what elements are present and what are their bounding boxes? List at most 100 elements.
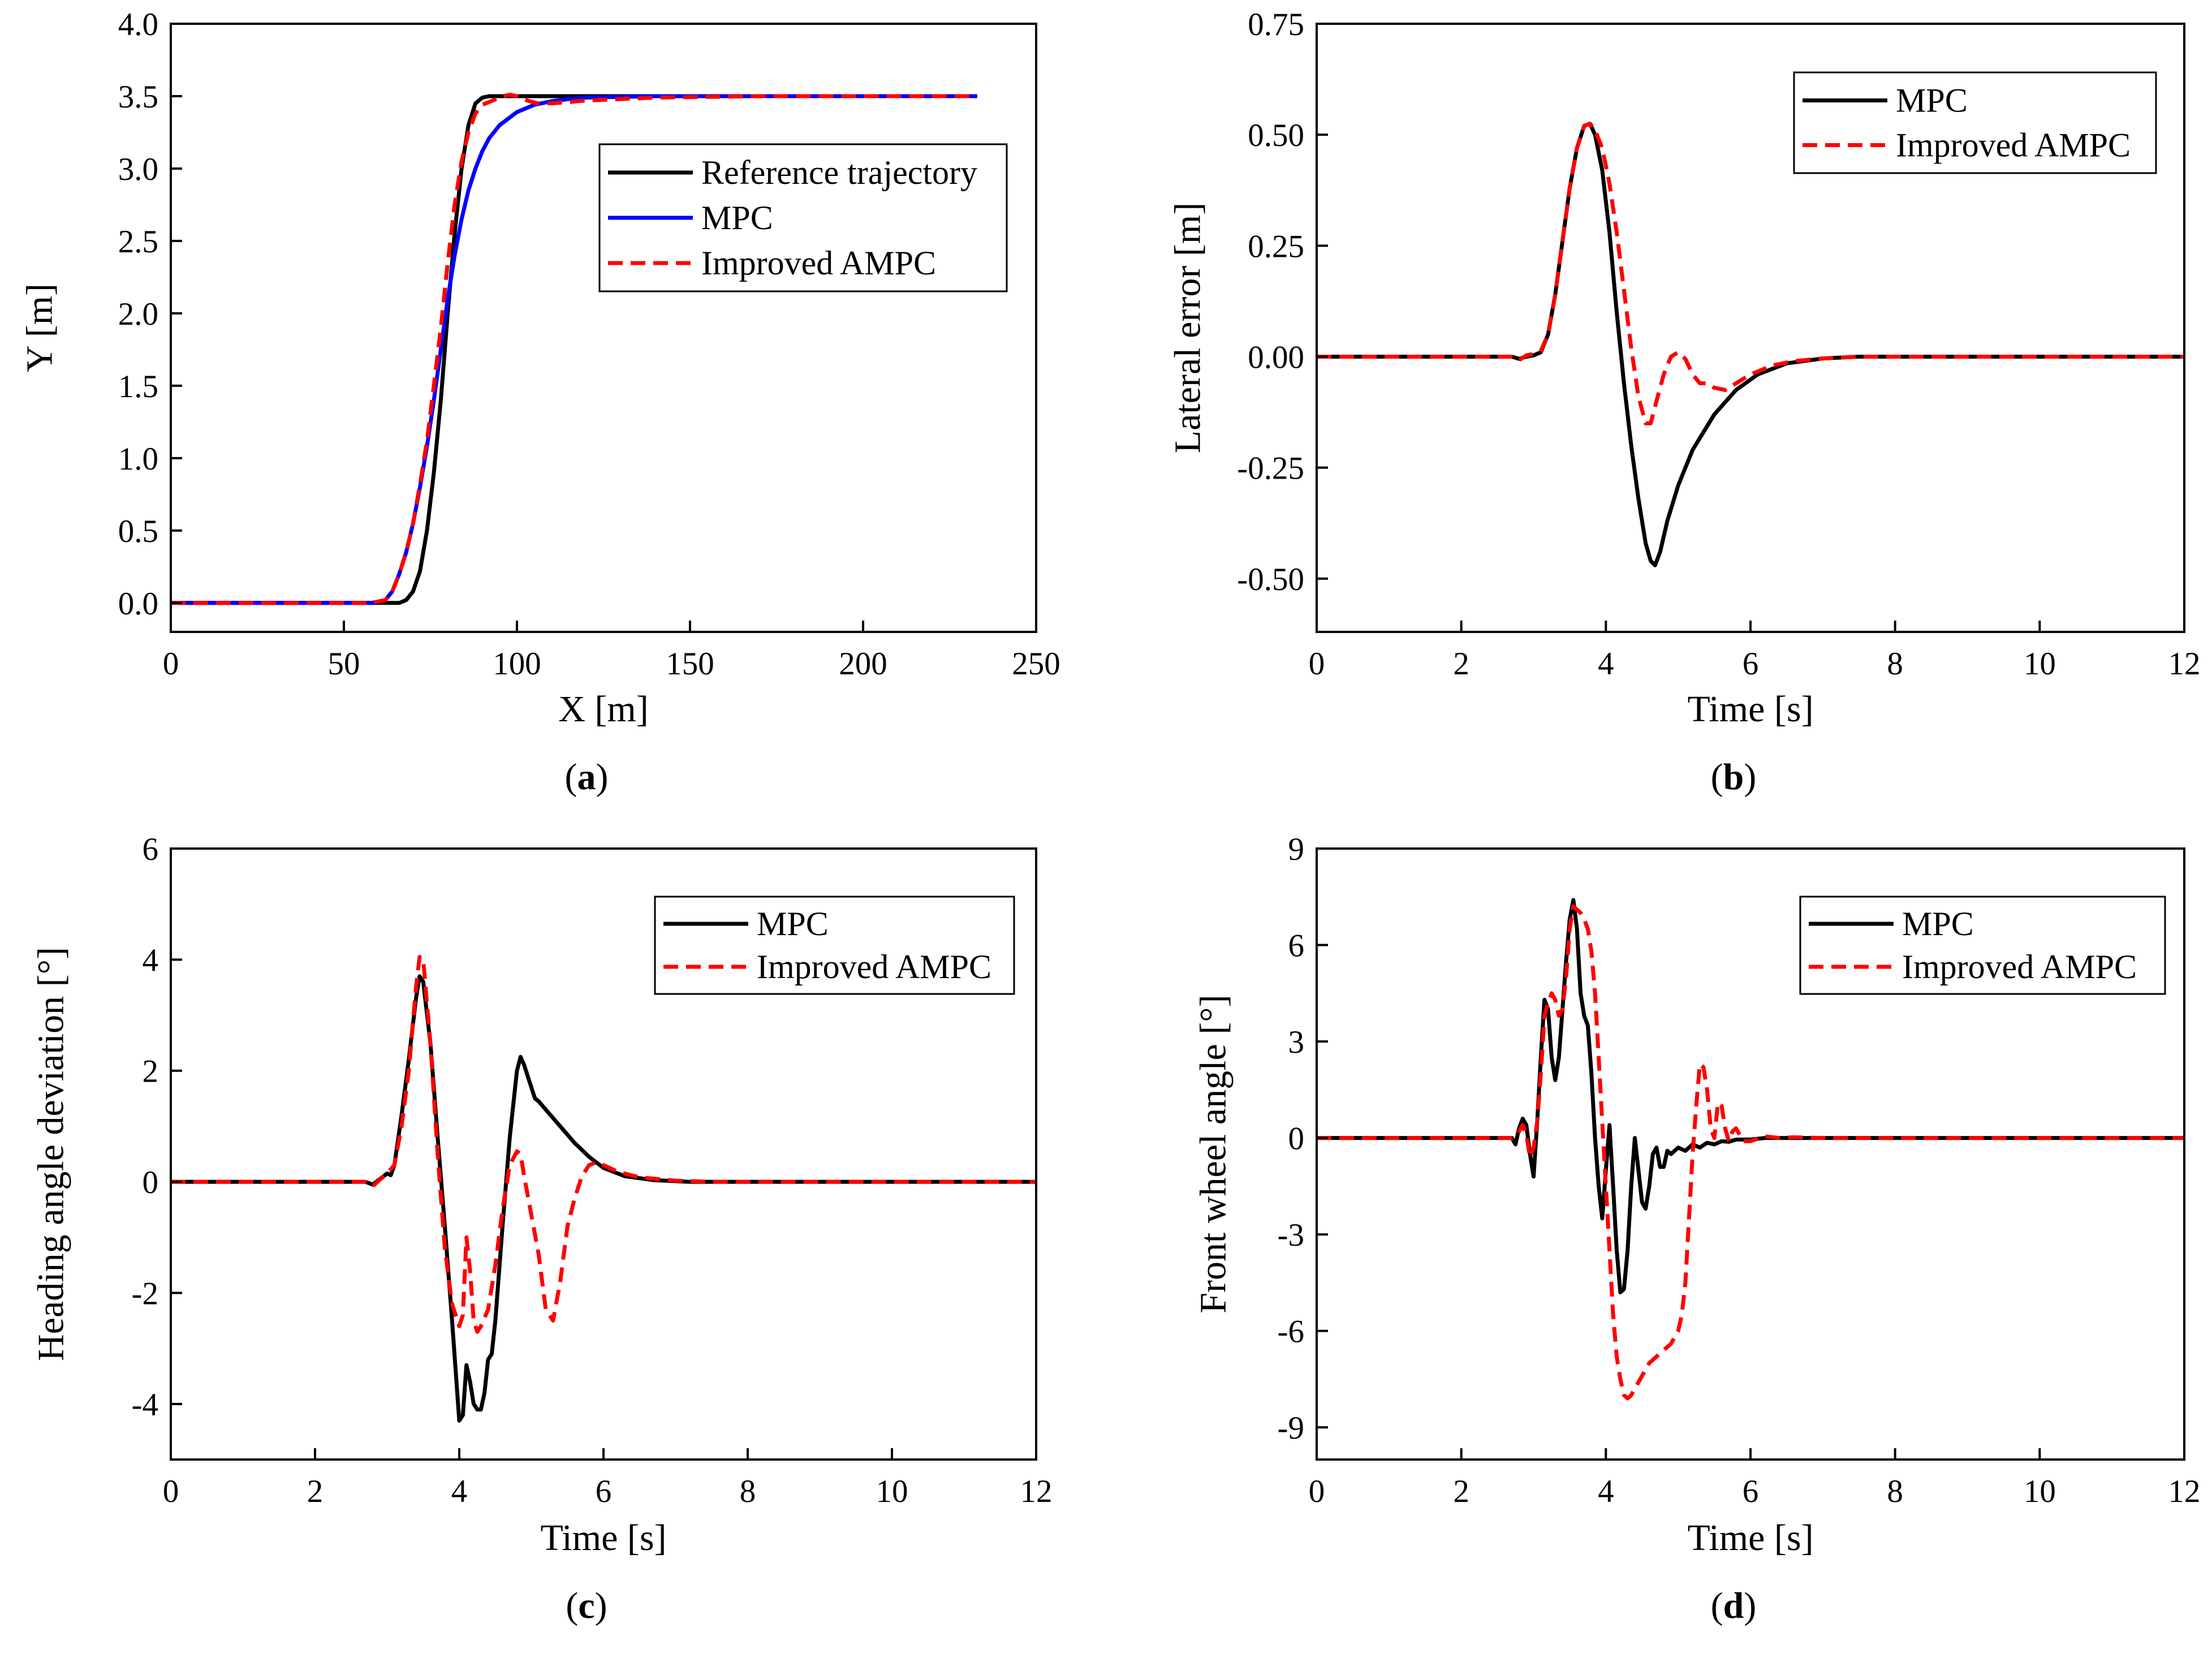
series-line-mpc xyxy=(1317,122,2184,567)
x-tick-label: 12 xyxy=(2168,646,2201,682)
y-tick-label: 2 xyxy=(143,1054,159,1090)
x-tick-label: 6 xyxy=(596,1474,612,1509)
legend-box xyxy=(1799,896,2166,995)
y-tick-label: -0.50 xyxy=(1237,562,1304,597)
series-group xyxy=(1317,122,2184,567)
legend-label: Improved AMPC xyxy=(757,948,991,985)
panel-caption: (c) xyxy=(566,1585,607,1626)
legend: Reference trajectory MPC Improved AMPC xyxy=(598,143,1008,292)
y-tick-label: -4 xyxy=(132,1387,158,1423)
legend-box xyxy=(654,896,1015,995)
y-tick-label: 0.50 xyxy=(1248,118,1304,153)
panel-b: 0 2 4 6 8 10 12 -0.50 -0.25 0.00 0.25 0.50 0.75 Time … xyxy=(1167,7,2200,798)
x-tick-label: 4 xyxy=(451,1474,468,1509)
legend-label: MPC xyxy=(757,905,829,942)
y-tick-label: 0.0 xyxy=(118,586,158,622)
x-tick-label: 12 xyxy=(1020,1474,1053,1509)
y-tick-label: 0 xyxy=(143,1165,159,1200)
legend-box xyxy=(1793,71,2157,174)
y-tick-label: -3 xyxy=(1278,1217,1304,1253)
legend-label: Improved AMPC xyxy=(1896,127,2131,164)
x-tick-label: 100 xyxy=(493,646,541,682)
x-tick-label: 10 xyxy=(2024,646,2056,682)
x-tick-label: 6 xyxy=(1743,646,1759,682)
x-axis-title: Time [s] xyxy=(1687,1517,1813,1559)
y-axis-title: Heading angle deviation [°] xyxy=(30,947,71,1361)
y-tick-label: 0.5 xyxy=(118,514,158,549)
y-axis-title: Front wheel angle [°] xyxy=(1192,995,1234,1313)
x-tick-label: 2 xyxy=(1453,1474,1469,1509)
panel-letter: d xyxy=(1723,1585,1744,1626)
y-axis-title: Lateral error [m] xyxy=(1167,203,1208,453)
x-tick-label: 0 xyxy=(163,1474,179,1509)
y-tick-label: 1.5 xyxy=(118,369,158,404)
series-group xyxy=(171,955,1036,1423)
x-tick-label: 10 xyxy=(2024,1474,2056,1509)
legend-label: Improved AMPC xyxy=(701,244,936,282)
y-tick-label: 3.0 xyxy=(118,152,158,187)
series-line-mpc xyxy=(171,974,1036,1423)
panel-d: 0 2 4 6 8 10 12 -9 -6 -3 0 3 6 9 Time [s] Front wheel a… xyxy=(1192,832,2200,1626)
series-line-mpc xyxy=(1317,898,2184,1294)
series-line-mpc xyxy=(171,94,977,605)
y-tick-label: 1.0 xyxy=(118,441,158,477)
y-tick-label: 0.75 xyxy=(1248,7,1304,42)
panel-caption: (a) xyxy=(565,756,609,798)
x-tick-label: 200 xyxy=(839,646,887,682)
y-axis-title: Y [m] xyxy=(19,283,60,372)
y-tick-label: -2 xyxy=(132,1276,158,1311)
panel-a: 0 50 100 150 200 250 0.0 0.5 1.0 1.5 2.0 2.5 3.0 3.5 4… xyxy=(19,7,1060,798)
legend-label: MPC xyxy=(1896,82,1968,119)
series-group xyxy=(171,92,977,605)
plot-frame xyxy=(170,23,1037,633)
x-tick-label: 8 xyxy=(740,1474,756,1509)
x-tick-label: 0 xyxy=(1309,1474,1325,1509)
panel-caption: (b) xyxy=(1711,756,1757,798)
x-tick-label: 8 xyxy=(1887,1474,1903,1509)
panel-letter: b xyxy=(1723,756,1744,798)
legend-label: Improved AMPC xyxy=(1902,948,2137,985)
x-tick-label: 8 xyxy=(1887,646,1903,682)
x-tick-label: 10 xyxy=(876,1474,908,1509)
legend-label: MPC xyxy=(1902,905,1974,942)
x-tick-label: 12 xyxy=(2168,1474,2201,1509)
y-tick-label: -6 xyxy=(1278,1314,1304,1350)
x-tick-label: 4 xyxy=(1598,646,1614,682)
panel-caption: (d) xyxy=(1711,1585,1757,1626)
y-tick-label: 0 xyxy=(1288,1121,1305,1157)
x-axis-title: Time [s] xyxy=(1687,688,1813,730)
y-tick-label: 2.5 xyxy=(118,224,158,260)
legend-label: MPC xyxy=(701,199,773,236)
y-tick-label: 4 xyxy=(143,942,159,978)
y-tick-label: 4.0 xyxy=(118,7,158,42)
x-tick-label: 2 xyxy=(307,1474,324,1509)
y-tick-label: 3 xyxy=(1288,1024,1305,1060)
x-tick-label: 2 xyxy=(1453,646,1469,682)
y-tick-label: 6 xyxy=(1288,928,1305,964)
series-line-improved-ampc xyxy=(171,92,977,605)
legend: MPC Improved AMPC xyxy=(654,896,1015,995)
series-line-improved-ampc xyxy=(1317,122,2184,425)
x-tick-label: 4 xyxy=(1598,1474,1614,1509)
x-tick-label: 0 xyxy=(1309,646,1325,682)
x-tick-label: 250 xyxy=(1012,646,1060,682)
x-tick-label: 6 xyxy=(1743,1474,1759,1509)
y-tick-label: 2.0 xyxy=(118,296,158,332)
y-tick-label: -9 xyxy=(1278,1410,1304,1446)
legend-label: Reference trajectory xyxy=(701,154,977,191)
series-line-improved-ampc xyxy=(171,955,1036,1334)
series-group xyxy=(1317,898,2184,1401)
y-tick-label: -0.25 xyxy=(1237,451,1304,487)
x-tick-label: 0 xyxy=(163,646,179,682)
x-tick-label: 50 xyxy=(328,646,360,682)
x-axis-title: Time [s] xyxy=(540,1517,666,1559)
legend: MPC Improved AMPC xyxy=(1799,896,2166,995)
panel-c: 0 2 4 6 8 10 12 -4 -2 0 2 4 6 Time [s] Heading angle d… xyxy=(30,832,1052,1626)
legend: MPC Improved AMPC xyxy=(1793,71,2157,174)
panel-letter: a xyxy=(577,756,596,798)
x-axis-title: X [m] xyxy=(558,688,648,730)
y-tick-label: 3.5 xyxy=(118,79,158,115)
y-tick-label: 0.25 xyxy=(1248,229,1304,264)
x-tick-label: 150 xyxy=(666,646,714,682)
